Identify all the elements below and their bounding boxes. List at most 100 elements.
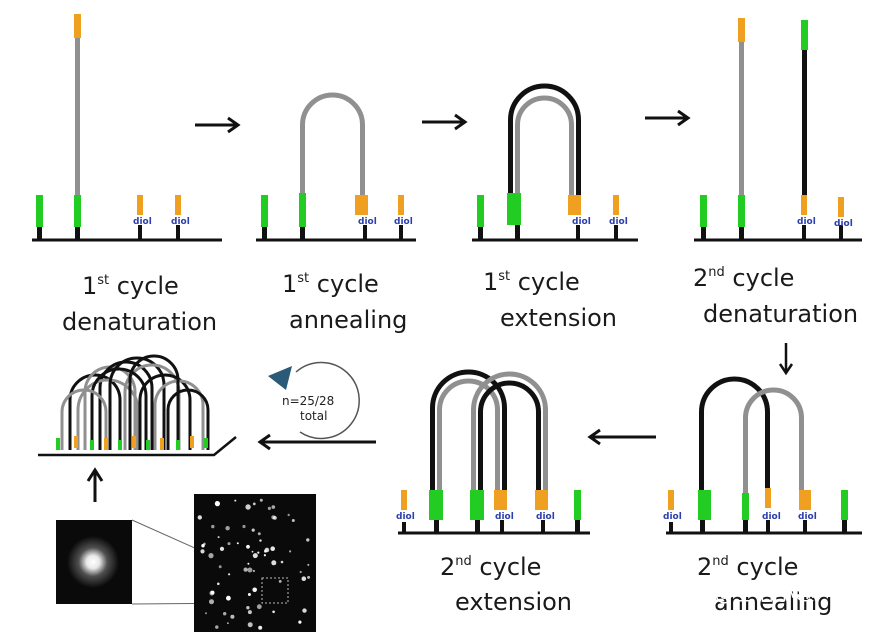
adapter-stalk — [75, 227, 80, 240]
orange-primer — [535, 490, 542, 510]
panel-2nd-annealing: diol diol diol — [663, 376, 862, 535]
fluorescent-spot — [289, 550, 292, 553]
adapter-stalk — [700, 520, 705, 533]
fluorescent-spot — [271, 560, 277, 566]
panel-label: 2nd cycle — [697, 553, 798, 581]
template-strand — [739, 40, 744, 195]
panel-label-step: extension — [500, 304, 617, 332]
orange-primer — [401, 490, 407, 510]
fluorescent-spot — [217, 536, 220, 539]
fluorescent-spot — [291, 519, 295, 522]
panel-label-step: denaturation — [62, 308, 217, 336]
panel-1st-extension: diol diol 1st cycle extension — [472, 83, 638, 332]
orange-primer — [575, 195, 581, 215]
green-adapter — [470, 490, 477, 520]
green-adapter — [36, 195, 43, 227]
orange-primer — [74, 14, 81, 38]
panel-label-step: denaturation — [703, 300, 858, 328]
adapter-stalk — [500, 520, 504, 533]
orange-primer — [568, 195, 575, 215]
fluorescent-spot — [256, 604, 262, 610]
orange-primer — [494, 490, 501, 510]
adapter-stalk — [138, 225, 142, 240]
fluorescent-spot — [217, 582, 220, 586]
green-adapter — [574, 490, 581, 520]
fluorescent-spot — [247, 567, 253, 573]
cycle-counter: n=25/28 total — [268, 361, 360, 440]
fluorescent-spot — [236, 542, 239, 545]
adapter-stalk — [541, 520, 545, 533]
adapter-stalk — [669, 522, 673, 533]
fluorescent-spot — [209, 599, 214, 605]
fluorescent-spot — [278, 580, 282, 583]
fluorescent-spot — [228, 573, 231, 576]
panel-label: 2nd cycle — [693, 264, 794, 292]
fluorescent-spot — [306, 538, 310, 542]
copy-strand — [802, 48, 807, 195]
arrow-right — [422, 113, 468, 131]
green-adapter — [742, 493, 749, 520]
orange-primer — [362, 195, 368, 215]
fluorescent-spot — [211, 524, 215, 529]
diol-label: diol — [394, 217, 413, 227]
cycle-total-text: total — [300, 409, 327, 423]
panel-label-step: annealing — [714, 588, 832, 616]
arrow-up — [86, 467, 104, 502]
adapter-stalk — [614, 225, 618, 240]
green-adapter — [801, 20, 808, 50]
adapter-stalk — [802, 225, 806, 240]
fluorescent-spot — [205, 612, 207, 615]
adapter-stalk — [402, 522, 406, 533]
adapter-stalk — [739, 227, 744, 240]
green-adapter — [705, 490, 711, 520]
fluorescent-spot — [252, 587, 257, 593]
fluorescent-spot — [252, 502, 256, 506]
diol-label: diol — [572, 217, 591, 227]
adapter-stalk — [766, 520, 770, 533]
adapter-stalk — [434, 520, 439, 533]
diol-label: diol — [797, 217, 816, 227]
adapter-stalk — [515, 225, 520, 240]
fluorescent-spot — [226, 595, 231, 601]
orange-primer — [801, 195, 807, 215]
watermark: 知乎 @生信小趣 — [668, 581, 814, 605]
fluorescent-spot — [259, 539, 262, 542]
adapter-stalk — [701, 227, 706, 240]
fluorescent-spot — [223, 612, 227, 616]
panel-label: 1st cycle — [282, 270, 379, 298]
arrow-down — [778, 343, 794, 376]
zoom-box — [261, 577, 289, 604]
panel-label: 2nd cycle — [440, 553, 541, 581]
fluorescent-spot — [287, 513, 290, 517]
panel-label: 1st cycle — [82, 272, 179, 300]
fluorescent-spot — [307, 575, 311, 579]
panel-1st-denaturation: diol diol 1st cycle denaturation — [32, 14, 222, 336]
template-bridge — [300, 92, 365, 195]
fluorescent-spot — [299, 570, 302, 574]
cluster — [38, 354, 237, 457]
adapter-stalk — [37, 227, 42, 240]
fluorescent-spot — [272, 610, 275, 614]
adapter-stalk — [576, 225, 580, 240]
fluorescent-spot — [301, 576, 307, 581]
orange-primer — [613, 195, 619, 215]
fluorescent-spot — [302, 608, 307, 613]
fluorescent-spot — [245, 504, 251, 510]
fluorescent-spot — [219, 546, 225, 552]
orange-primer — [765, 488, 771, 508]
panel-2nd-extension: diol diol diol 2nd cycle extension — [396, 369, 590, 616]
fluorescent-spot — [246, 606, 250, 610]
fluorescent-spot — [271, 505, 276, 509]
diol-label: diol — [495, 512, 514, 522]
fluorescent-spot — [227, 622, 229, 625]
diol-label: diol — [396, 512, 415, 522]
green-adapter — [841, 490, 848, 520]
fluorescent-spot — [257, 532, 261, 536]
green-adapter — [507, 193, 514, 225]
adapter-stalk — [803, 520, 807, 533]
arrow-left — [587, 428, 656, 446]
copy-bridge — [699, 376, 770, 490]
adapter-stalk — [475, 520, 480, 533]
green-adapter — [514, 193, 521, 225]
adapter-stalk — [262, 227, 267, 240]
